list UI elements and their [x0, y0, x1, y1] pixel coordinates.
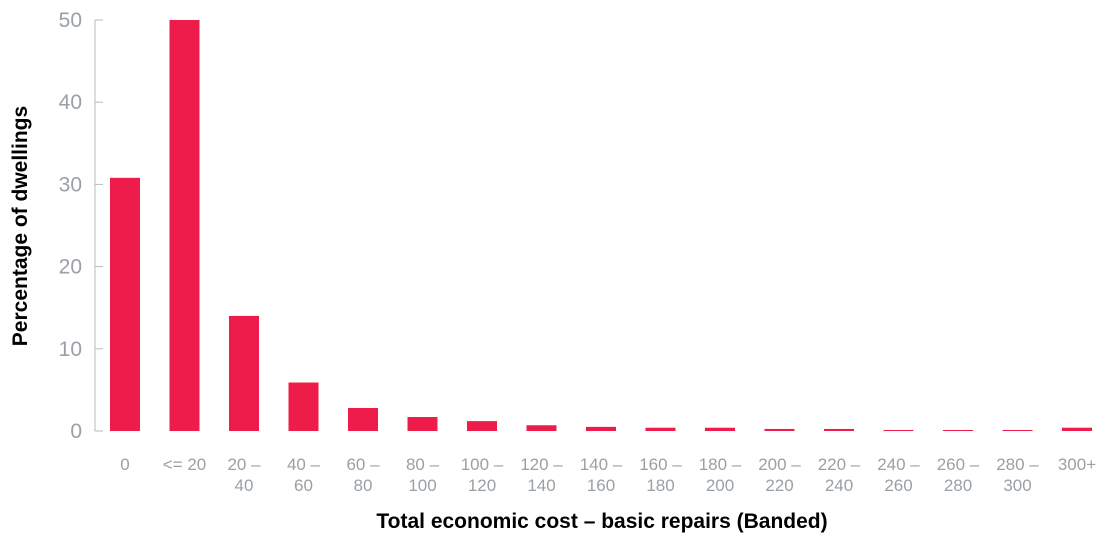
x-tick-label-line: 160 – [639, 455, 682, 474]
x-tick-label: 60 – 80 [346, 455, 380, 495]
bar [110, 177, 140, 431]
x-tick-label-line: 20 – [227, 455, 261, 474]
x-tick-label-line: 140 – [580, 455, 623, 474]
x-tick-label: 200 – 220 [758, 455, 801, 495]
x-tick-label-line: 120 – [520, 455, 563, 474]
bar [764, 428, 795, 431]
y-tick-label: 20 [59, 256, 82, 279]
x-tick-label-line: 220 [765, 476, 793, 495]
y-tick-label: 0 [70, 420, 82, 443]
x-tick-label-line: 40 – [287, 455, 321, 474]
x-tick-label: 140 – 160 [580, 455, 623, 495]
x-tick-label: 280 – 300 [996, 455, 1039, 495]
x-tick-label-line: <= 20 [163, 455, 207, 474]
y-axis-label: Percentage of dwellings [9, 106, 32, 346]
x-tick-label-line: 180 [646, 476, 674, 495]
bar [943, 430, 973, 432]
x-tick-label: 220 – 240 [818, 455, 861, 495]
bar [1062, 427, 1092, 431]
y-tick-label: 50 [59, 9, 82, 32]
x-tick-label: 240 – 260 [877, 455, 920, 495]
x-tick-label: 80 – 100 [406, 455, 440, 495]
y-tick-label: 30 [59, 173, 82, 196]
bar [288, 382, 319, 431]
x-tick-label-line: 280 [944, 476, 972, 495]
x-tick-label-line: 300 [1003, 476, 1031, 495]
bar [824, 428, 854, 431]
x-tick-label-line: 60 – [346, 455, 380, 474]
x-tick-label-line: 240 – [877, 455, 920, 474]
bar [467, 421, 497, 431]
x-tick-label: 100 – 120 [461, 455, 504, 495]
x-tick-label-line: 220 – [818, 455, 861, 474]
x-tick-label-line: 300+ [1058, 455, 1096, 474]
x-tick-label-line: 80 – [406, 455, 440, 474]
x-tick-label-line: 240 [825, 476, 853, 495]
x-tick-label-line: 200 [706, 476, 734, 495]
x-axis-label: Total economic cost – basic repairs (Ban… [376, 510, 827, 533]
bar [169, 20, 200, 431]
x-tick-label-line: 100 [408, 476, 436, 495]
x-tick-label: <= 20 [163, 455, 207, 474]
bar [1002, 430, 1033, 432]
x-tick-label: 120 – 140 [520, 455, 563, 495]
x-tick-label: 40 – 60 [287, 455, 321, 495]
bar [348, 407, 378, 431]
x-tick-label-line: 260 [884, 476, 912, 495]
bar [526, 425, 557, 431]
x-tick-label: 180 – 200 [699, 455, 742, 495]
y-axis: 0 10 20 30 40 50 [59, 9, 103, 443]
x-tick-label: 160 – 180 [639, 455, 682, 495]
x-tick-label-line: 80 [354, 476, 373, 495]
bar [645, 427, 676, 431]
x-tick-label: 20 – 40 [227, 455, 261, 495]
x-tick-label-line: 260 – [937, 455, 980, 474]
x-tick-label-line: 120 [468, 476, 496, 495]
x-tick-label-line: 100 – [461, 455, 504, 474]
bar [407, 417, 438, 431]
x-tick-label-line: 200 – [758, 455, 801, 474]
bar [883, 430, 914, 432]
bar [229, 315, 259, 431]
x-tick-label-line: 180 – [699, 455, 742, 474]
bar [705, 427, 735, 431]
y-tick-label: 40 [59, 91, 82, 114]
x-tick-label-line: 0 [120, 455, 129, 474]
x-tick-label: 0 [120, 455, 129, 474]
x-tick-label-line: 160 [587, 476, 615, 495]
bars [110, 20, 1092, 432]
x-tick-label: 260 – 280 [937, 455, 980, 495]
bar [586, 426, 616, 431]
x-tick-label-line: 60 [294, 476, 313, 495]
x-tick-label-line: 140 [527, 476, 555, 495]
x-tick-label-line: 280 – [996, 455, 1039, 474]
x-tick-label: 300+ [1058, 455, 1096, 474]
y-tick-label: 10 [59, 338, 82, 361]
x-tick-label-line: 40 [235, 476, 254, 495]
